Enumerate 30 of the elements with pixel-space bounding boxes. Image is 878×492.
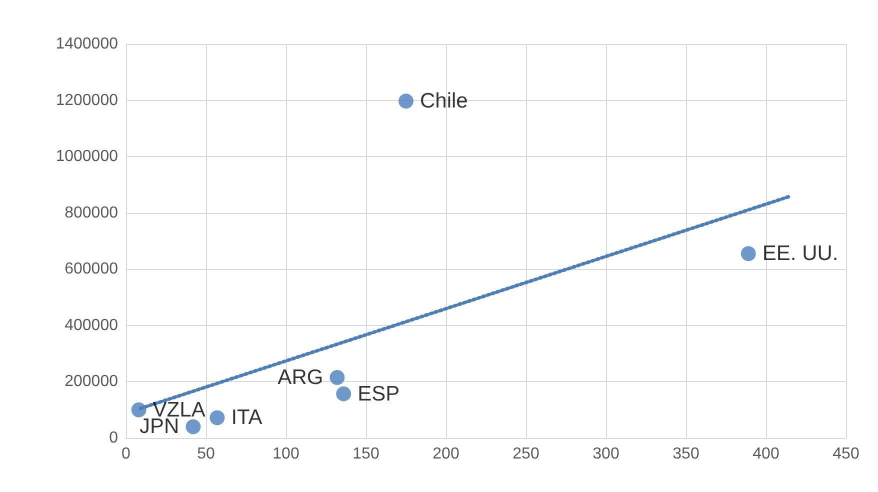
x-tick-label: 0 <box>122 446 131 462</box>
annotation: ITA <box>231 406 262 430</box>
x-tick-label: 350 <box>672 446 700 462</box>
x-tick-label: 400 <box>752 446 780 462</box>
y-tick-label: 400000 <box>64 316 118 334</box>
point <box>186 419 201 434</box>
y-tick-label: 1000000 <box>56 148 118 166</box>
y-tick-label: 600000 <box>64 260 118 278</box>
x-tick-label: 200 <box>432 446 460 462</box>
point <box>740 246 756 262</box>
annotation: EE. UU. <box>762 242 838 266</box>
annotation: ARG <box>278 366 324 389</box>
point <box>398 94 414 109</box>
x-tick-label: 250 <box>512 446 540 462</box>
x-tick-label: 450 <box>832 446 860 462</box>
y-tick-label: 1400000 <box>56 36 118 52</box>
y-tick-label: 800000 <box>64 204 118 222</box>
point <box>330 370 345 385</box>
y-tick-label: 1200000 <box>56 92 118 109</box>
x-tick-label: 300 <box>592 446 620 462</box>
point <box>210 410 225 426</box>
annotation: ESP <box>358 382 400 406</box>
annotation: Chile <box>420 90 468 113</box>
point <box>336 386 352 402</box>
y-tick-label: 200000 <box>64 373 118 390</box>
x-tick-label: 50 <box>197 446 215 462</box>
x-tick-label: 100 <box>272 446 300 462</box>
x-tick-label: 150 <box>352 446 380 462</box>
y-tick-label: 0 <box>109 430 118 446</box>
point <box>131 402 146 418</box>
